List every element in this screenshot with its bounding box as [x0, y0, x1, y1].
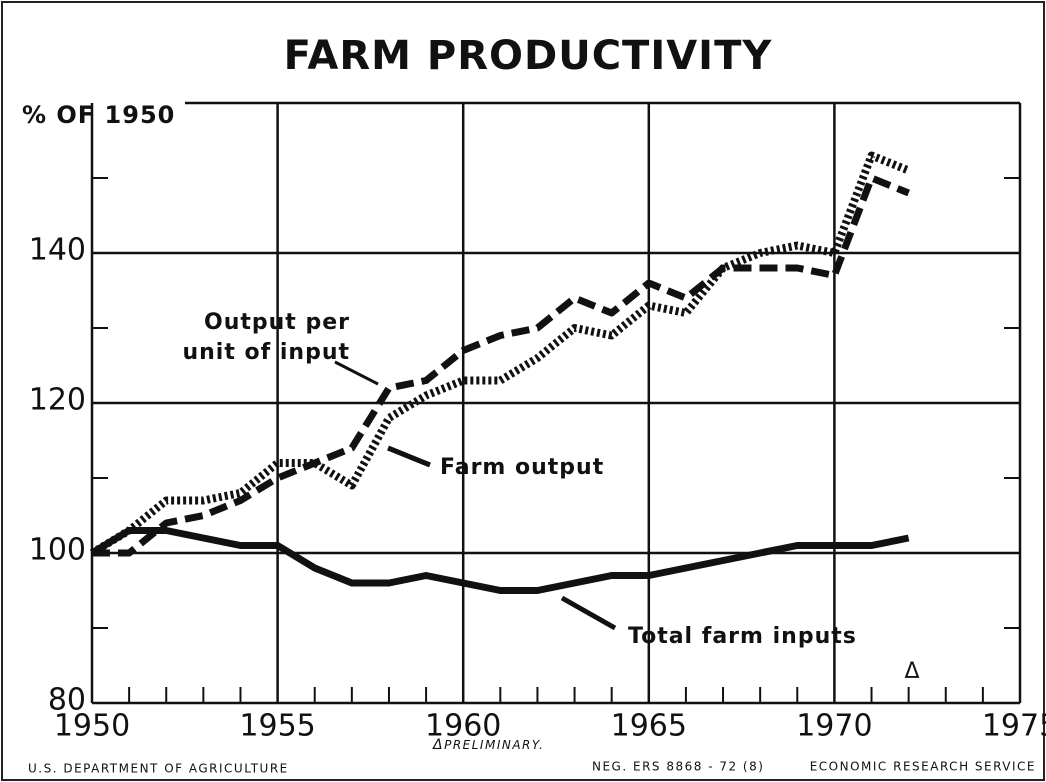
- x-tick-label: 1975: [982, 709, 1046, 744]
- leader: [334, 360, 379, 386]
- y-tick-label: 140: [29, 233, 86, 268]
- chart-title: FARM PRODUCTIVITY: [284, 33, 773, 79]
- source-left: U.S. DEPARTMENT OF AGRICULTURE: [28, 762, 289, 776]
- preliminary-marker: Δ: [904, 659, 919, 684]
- x-tick-label: 1965: [611, 709, 687, 744]
- series-line: [89, 151, 911, 557]
- y-tick-label: 120: [29, 383, 86, 418]
- series-label: Farm output: [440, 455, 604, 480]
- y-axis-label: % OF 1950: [22, 101, 175, 129]
- leader: [387, 445, 431, 468]
- series-line: [92, 174, 910, 557]
- x-tick-label: 1955: [239, 709, 315, 744]
- source-right: ECONOMIC RESEARCH SERVICE: [810, 760, 1036, 774]
- series-label: Total farm inputs: [628, 624, 857, 649]
- leader: [560, 595, 617, 631]
- x-tick-label: 1950: [54, 709, 130, 744]
- y-tick-label: 80: [48, 683, 86, 718]
- footnote-text: PRELIMINARY.: [444, 738, 544, 752]
- source-mid: NEG. ERS 8868 - 72 (8): [592, 760, 764, 774]
- series-line: [90, 527, 910, 594]
- series-label: Output per unit of input: [182, 310, 350, 365]
- y-tick-label: 100: [29, 533, 86, 568]
- footnote: ΔPRELIMINARY.: [432, 737, 544, 753]
- x-tick-label: 1970: [796, 709, 872, 744]
- x-tick-label: 1960: [425, 709, 501, 744]
